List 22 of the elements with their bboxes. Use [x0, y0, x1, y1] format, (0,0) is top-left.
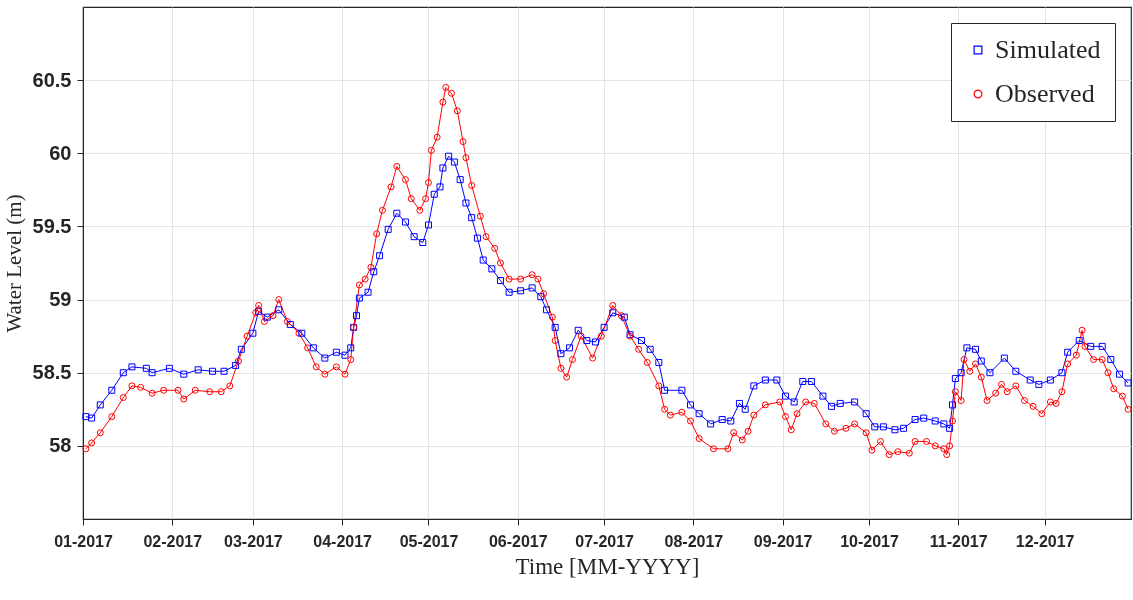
x-tick-label: 01-2017: [54, 532, 113, 550]
y-tick-label: 60: [49, 141, 72, 164]
y-tick-label: 60.5: [32, 68, 72, 91]
legend-label: Observed: [995, 79, 1095, 108]
x-tick-label: 06-2017: [488, 532, 548, 550]
y-axis-title: Water Level (m): [1, 194, 26, 333]
x-axis-title: Time [MM-YYYY]: [515, 553, 700, 579]
y-tick-label: 58: [49, 434, 72, 457]
x-tick-label: 11-2017: [929, 532, 988, 550]
x-tick-label: 10-2017: [840, 532, 899, 550]
x-tick-label: 07-2017: [575, 532, 635, 550]
y-tick-label: 59.5: [32, 214, 72, 237]
y-tick-label: 59: [49, 288, 72, 311]
x-tick-label: 02-2017: [143, 532, 203, 550]
x-tick-label: 09-2017: [753, 532, 813, 550]
x-tick-label: 12-2017: [1015, 532, 1075, 550]
x-tick-label: 05-2017: [399, 532, 459, 550]
x-tick-label: 04-2017: [313, 532, 373, 550]
legend-label: Simulated: [995, 35, 1101, 64]
y-tick-label: 58.5: [32, 361, 72, 384]
x-tick-label: 03-2017: [224, 532, 283, 550]
x-tick-label: 08-2017: [664, 532, 724, 550]
